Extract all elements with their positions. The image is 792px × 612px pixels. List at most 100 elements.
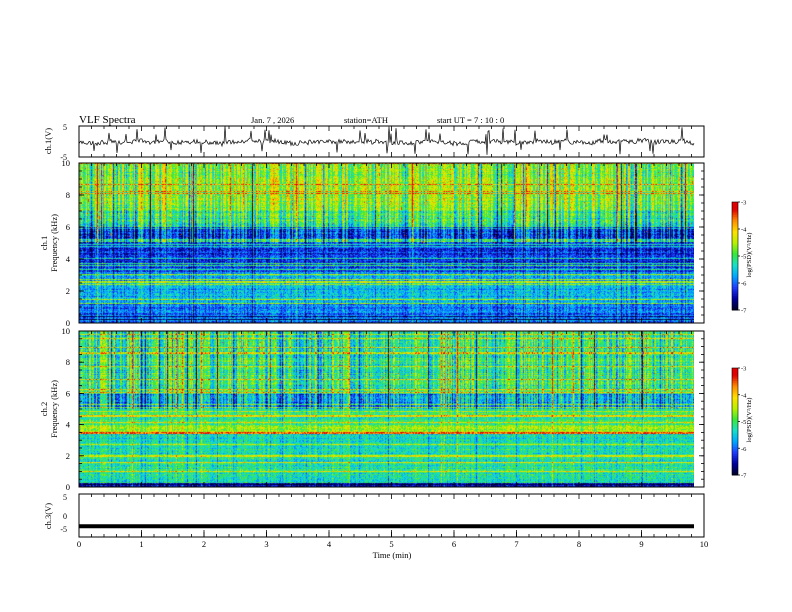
colorbar-segment [732, 471, 738, 474]
colorbar-segment [732, 414, 738, 417]
colorbar-segment [732, 426, 738, 430]
colorbar-segment [732, 457, 738, 460]
colorbar-segment [732, 241, 738, 244]
colorbar-segment [732, 254, 738, 257]
colorbar-segment [732, 416, 738, 419]
colorbar-segment [732, 229, 738, 232]
colorbar-tick-label: -3 [741, 200, 746, 207]
freq-tick-label: 8 [66, 190, 70, 200]
colorbar-segment [732, 380, 738, 383]
colorbar-tick-label: -6 [741, 281, 747, 288]
colorbar-segment [732, 430, 738, 433]
x-tick-label: 1 [139, 539, 143, 549]
x-tick-label: 3 [264, 539, 268, 549]
ch3-ytick-mid: 0 [63, 512, 67, 521]
colorbar-segment [732, 460, 738, 464]
figure-title: VLF Spectra [79, 114, 136, 126]
ch2-colorbar-label: log(PSD)(V²/Hz) [746, 398, 753, 443]
colorbar-segment [732, 391, 738, 394]
colorbar-segment [732, 223, 738, 226]
ch3-ytick-top: 5 [63, 493, 67, 502]
colorbar-segment [732, 439, 738, 442]
colorbar-segment [732, 403, 738, 406]
colorbar-segment [732, 407, 738, 410]
ch3-voltage-panel: 5 0 -5 ch.3(V) [43, 493, 705, 538]
colorbar-segment [732, 441, 738, 444]
freq-tick-label: 6 [66, 388, 70, 398]
ch3-ytick-bottom: -5 [60, 525, 67, 534]
x-tick-label: 8 [577, 539, 581, 549]
ch3-voltage-ylabel: ch.3(V) [43, 503, 53, 529]
freq-tick-label: 4 [66, 420, 71, 430]
colorbar-segment [732, 243, 738, 246]
ch1-ytick-bottom: -5 [60, 153, 67, 162]
ch1-voltage-trace [78, 126, 695, 155]
colorbar-segment [732, 385, 738, 389]
x-tick-label: 7 [514, 539, 518, 549]
colorbar-segment [732, 301, 738, 304]
colorbar-segment [732, 308, 738, 311]
colorbar-segment [732, 409, 738, 412]
ch2-spectrogram-image [79, 331, 694, 487]
colorbar-segment [732, 394, 738, 398]
x-tick-label: 2 [202, 539, 206, 549]
colorbar-segment [732, 239, 738, 243]
colorbar-segment [732, 284, 738, 288]
ch2-spectrogram-ylabel-freq: Frequency (kHz) [49, 380, 59, 438]
colorbar-segment [732, 203, 738, 207]
x-tick-label: 5 [389, 539, 393, 549]
colorbar-segment [732, 378, 738, 381]
colorbar-segment [732, 220, 738, 223]
colorbar-segment [732, 211, 738, 214]
colorbar-tick-label: -7 [741, 473, 747, 480]
ch1-voltage-ylabel: ch.1(V) [43, 128, 53, 154]
colorbar-segment [732, 218, 738, 221]
colorbar-segment [732, 290, 738, 293]
colorbar-segment [732, 382, 738, 385]
colorbar-segment [732, 401, 738, 405]
colorbar-segment [732, 368, 738, 371]
colorbar-segment [732, 288, 738, 291]
colorbar-segment [732, 435, 738, 439]
colorbar-tick-label: -6 [741, 446, 747, 453]
colorbar-segment [732, 299, 738, 302]
colorbar-segment [732, 398, 738, 401]
colorbar-segment [732, 432, 738, 435]
colorbar-segment [732, 292, 738, 295]
colorbar-segment [732, 279, 738, 282]
colorbar-segment [732, 458, 738, 462]
colorbar-segment [732, 453, 738, 456]
ch1-colorbar-label: log(PSD)(V²/Hz) [746, 233, 753, 278]
time-axis-label: Time (min) [373, 550, 412, 560]
colorbar-tick-label: -7 [741, 308, 747, 315]
colorbar-segment [732, 428, 738, 431]
x-tick-label: 4 [327, 539, 332, 549]
colorbar-segment [732, 209, 738, 212]
colorbar-segment [732, 281, 738, 284]
colorbar-segment [732, 373, 738, 376]
colorbar-segment [732, 297, 738, 300]
ch1-spectrogram-ylabel-freq: Frequency (kHz) [49, 214, 59, 272]
colorbar-segment [732, 257, 738, 261]
colorbar-segment [732, 469, 738, 472]
colorbar-segment [732, 275, 738, 279]
colorbar-segment [732, 304, 738, 307]
ch1-ytick-top: 5 [63, 123, 67, 132]
colorbar-segment [732, 250, 738, 253]
colorbar-tick-label: -5 [741, 419, 746, 426]
figure-date: Jan. 7 , 2026 [251, 115, 294, 125]
colorbar-segment [732, 417, 738, 421]
colorbar-segment [732, 392, 738, 396]
colorbar-segment [732, 369, 738, 373]
colorbar-segment [732, 212, 738, 216]
colorbar-segment [732, 389, 738, 392]
colorbar-tick-label: -5 [741, 254, 746, 261]
colorbar-tick-label: -4 [741, 227, 747, 234]
colorbar-segment [732, 277, 738, 280]
colorbar-segment [732, 261, 738, 264]
x-tick-label: 6 [452, 539, 456, 549]
colorbar-segment [732, 263, 738, 266]
colorbar-segment [732, 384, 738, 387]
colorbar-segment [732, 274, 738, 277]
